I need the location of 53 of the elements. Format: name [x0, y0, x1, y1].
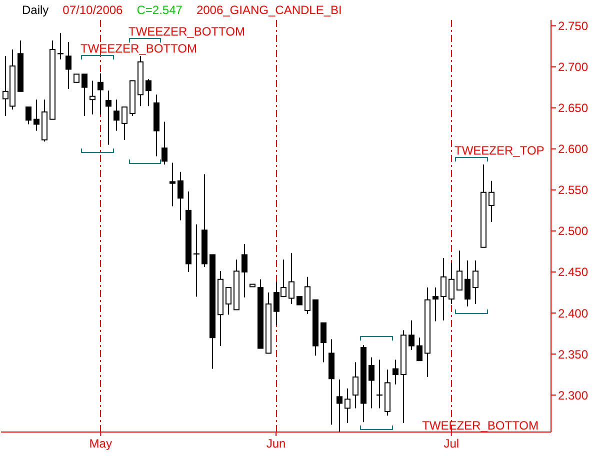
- candlestick: [392, 359, 398, 385]
- y-tick-label: 2.450: [558, 265, 588, 280]
- candlestick: [26, 106, 32, 125]
- y-tick-label: 2.650: [558, 101, 588, 116]
- candlestick: [344, 388, 350, 424]
- x-tick-label: May: [89, 436, 112, 451]
- candlestick: [304, 276, 310, 314]
- candlestick: [178, 171, 184, 221]
- candlestick: [464, 260, 470, 307]
- y-tick-label: 2.400: [558, 306, 588, 320]
- y-tick-label: 2.500: [558, 224, 588, 238]
- candlestick: [448, 262, 454, 304]
- candlestick: [98, 72, 104, 115]
- y-tick-label: 2.750: [558, 19, 588, 34]
- candlestick: [288, 252, 294, 304]
- candlestick: [82, 74, 88, 117]
- candlestick: [440, 258, 446, 321]
- candlestick: [368, 356, 374, 409]
- candlestick: [320, 322, 326, 363]
- candlestick: [122, 106, 128, 140]
- annotation: TWEEZER_TOP: [454, 144, 544, 158]
- annotation: TWEEZER_BOTTOM: [80, 42, 197, 56]
- annotation: TWEEZER_BOTTOM: [128, 24, 245, 38]
- candlestick: [114, 99, 120, 132]
- candlestick: [66, 42, 72, 90]
- candlestick: [170, 162, 176, 207]
- candlestick: [352, 362, 358, 409]
- y-tick-label: 2.300: [558, 388, 588, 402]
- candlestick: [432, 287, 438, 322]
- y-tick-label: 2.700: [558, 60, 588, 74]
- candlestick: [90, 80, 96, 115]
- candlestick: [226, 287, 232, 316]
- candlestick: [106, 90, 112, 146]
- candlestick: [472, 260, 478, 304]
- x-tick-label: Jun: [266, 436, 286, 451]
- text: 2006_GIANG_CANDLE_BI: [196, 3, 342, 17]
- candlestick: [34, 99, 40, 132]
- candlestick: [146, 78, 152, 107]
- annotation: TWEEZER_BOTTOM: [422, 418, 539, 432]
- chart-title: Daily: [22, 3, 49, 17]
- text: C=2.547: [136, 3, 182, 17]
- candlestick: [162, 121, 168, 165]
- text: 07/10/2006: [62, 3, 123, 17]
- y-tick-label: 2.600: [558, 142, 588, 156]
- y-tick-label: 2.550: [558, 183, 588, 198]
- candlestick: [416, 337, 422, 362]
- candlestick: [488, 180, 494, 222]
- candlestick: [408, 320, 414, 350]
- candlestick: [456, 250, 462, 291]
- candlestick: [336, 378, 342, 432]
- x-tick-label: Jul: [444, 436, 460, 451]
- candlestick: [242, 244, 248, 298]
- y-tick-label: 2.350: [558, 347, 588, 362]
